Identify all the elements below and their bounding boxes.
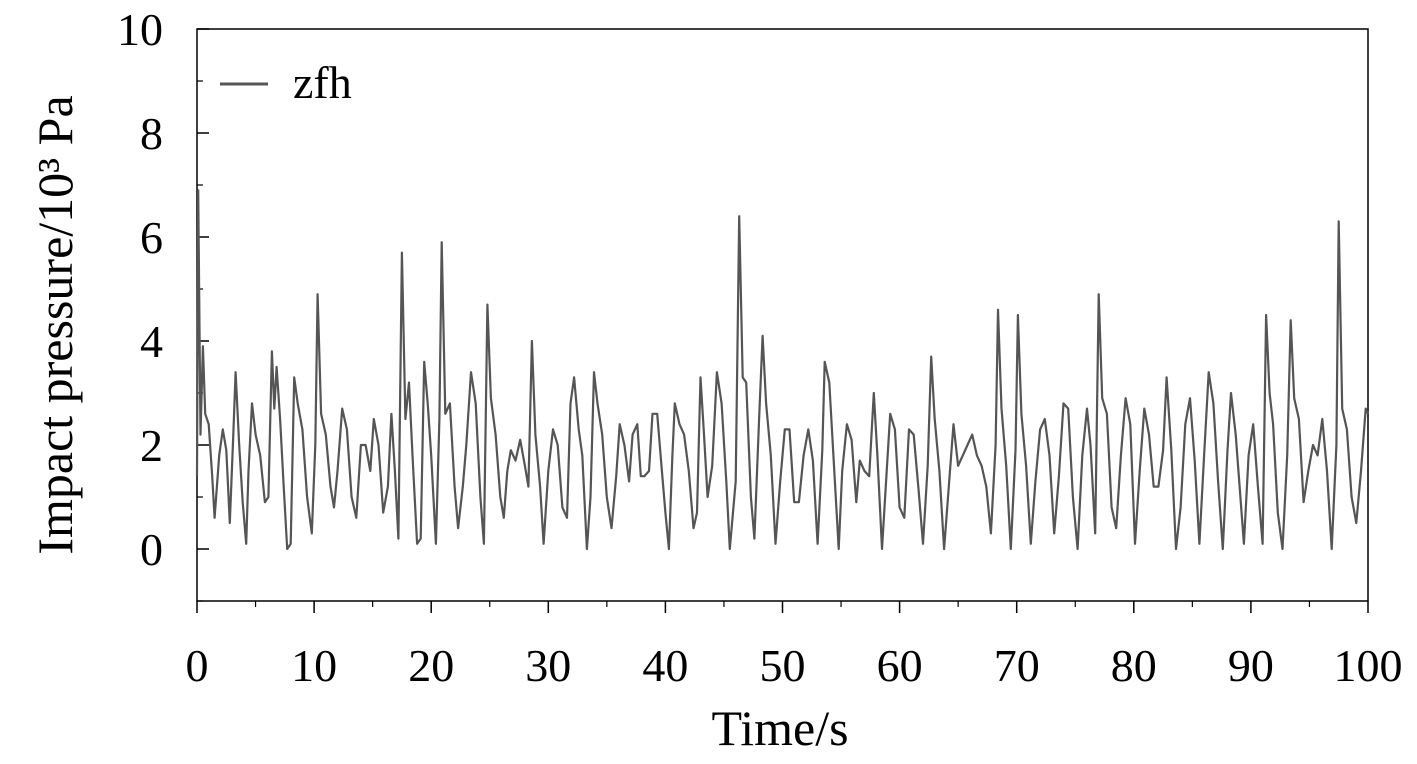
y-tick-label: 4 — [140, 316, 163, 367]
x-tick-label: 70 — [994, 640, 1040, 691]
x-tick-label: 80 — [1111, 640, 1157, 691]
y-axis-tick-labels: 0 2 4 6 8 10 — [117, 4, 163, 575]
y-tick-label: 10 — [117, 4, 163, 55]
y-tick-label: 6 — [140, 212, 163, 263]
x-tick-label: 20 — [408, 640, 454, 691]
y-tick-label: 0 — [140, 524, 163, 575]
x-tick-label: 0 — [186, 640, 209, 691]
plot-frame — [196, 28, 1369, 602]
x-tick-label: 40 — [642, 640, 688, 691]
y-tick-label: 2 — [140, 420, 163, 471]
y-axis-title: Impact pressure/10³ Pa — [27, 95, 83, 554]
x-tick-label: 60 — [877, 640, 923, 691]
x-axis-title: Time/s — [711, 700, 848, 756]
x-tick-label: 30 — [525, 640, 571, 691]
y-tick-label: 8 — [140, 108, 163, 159]
x-tick-label: 50 — [760, 640, 806, 691]
x-tick-label: 10 — [291, 640, 337, 691]
legend-label: zfh — [293, 57, 352, 108]
x-axis-tick-labels: 0 10 20 30 40 50 60 70 80 90 100 — [186, 640, 1403, 691]
series-layer — [195, 189, 1370, 551]
x-tick-label: 90 — [1228, 640, 1274, 691]
x-tick-label: 100 — [1334, 640, 1403, 691]
legend: zfh — [220, 57, 352, 108]
x-axis-ticks — [196, 601, 1369, 613]
series-line-zfh — [195, 189, 1370, 551]
